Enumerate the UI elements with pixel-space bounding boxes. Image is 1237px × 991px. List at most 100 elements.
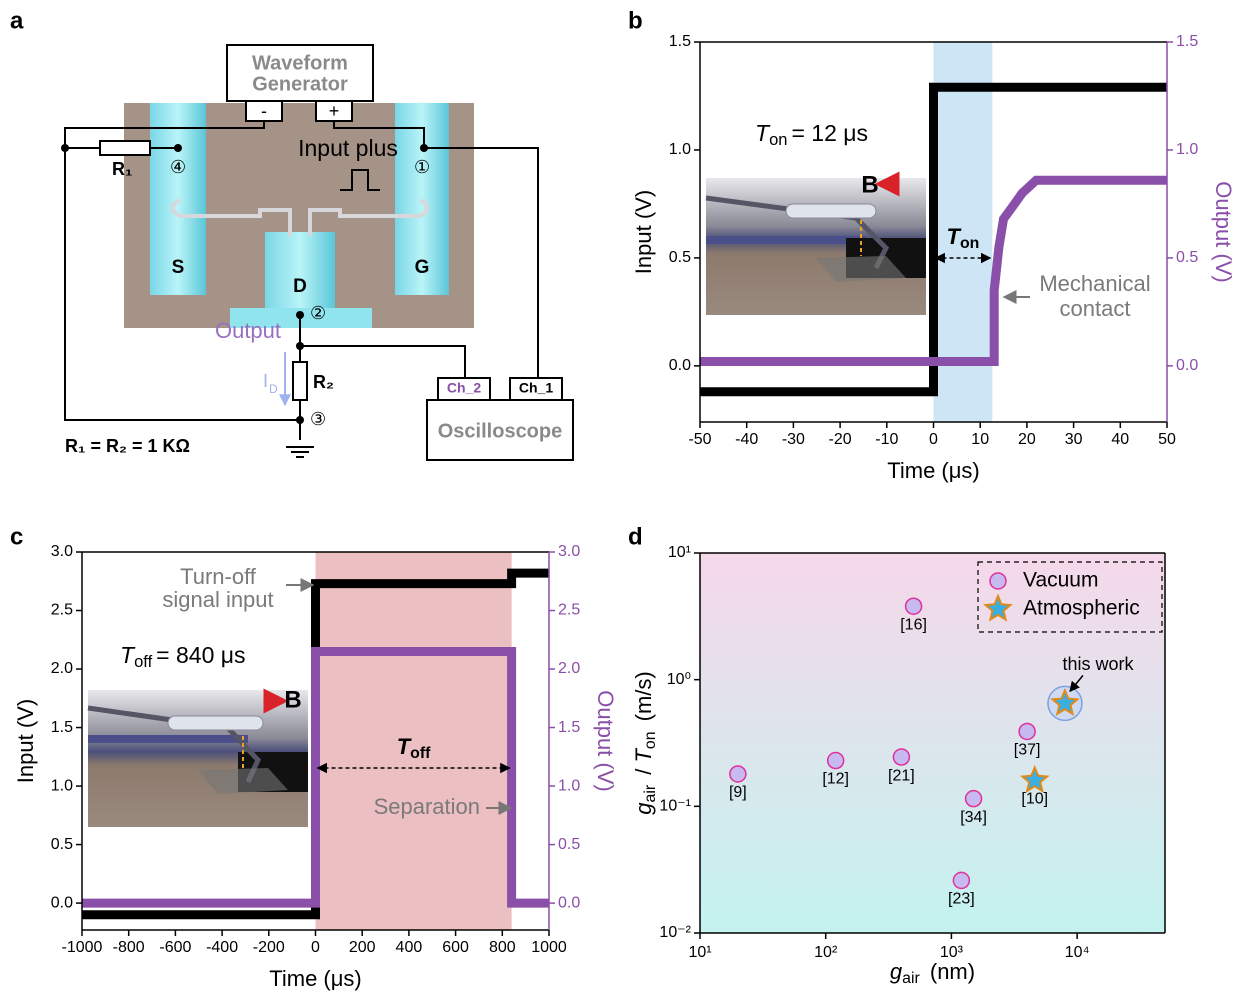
panel-label: b xyxy=(628,7,643,34)
current-label: D xyxy=(269,382,278,396)
y2-tick-label: 0.5 xyxy=(1176,249,1198,266)
point-label: [34] xyxy=(960,809,987,826)
point-label: [16] xyxy=(900,616,927,633)
node xyxy=(420,144,428,152)
timing-label-part: = 840 μs xyxy=(156,642,245,668)
channel-label: Ch_1 xyxy=(519,380,553,396)
point-label: [12] xyxy=(822,771,849,788)
electrode-label: G xyxy=(415,257,430,278)
data-point xyxy=(953,872,969,888)
x-tick-label: 20 xyxy=(1018,431,1036,448)
y2-tick-label: 1.0 xyxy=(558,777,580,794)
x-axis-label-part: g xyxy=(890,959,903,984)
y-axis-label: Input (V) xyxy=(631,190,656,274)
r1-label: R₁ xyxy=(112,159,132,179)
y-tick-label: 10⁻¹ xyxy=(659,798,691,815)
x-axis-label: Time (μs) xyxy=(269,966,362,991)
x-tick-label: -1000 xyxy=(62,939,103,956)
point-label: [21] xyxy=(888,767,915,784)
y-tick-label: 2.5 xyxy=(51,602,73,619)
legend-label: Atmospheric xyxy=(1023,597,1140,620)
generator-label: Waveform xyxy=(252,52,348,74)
span-label-part: off xyxy=(410,745,431,762)
terminal-label: - xyxy=(261,101,267,121)
x-tick-label: 10¹ xyxy=(688,944,711,961)
x-tick-label: -800 xyxy=(113,939,145,956)
data-point xyxy=(1019,723,1035,739)
x-tick-label: 10² xyxy=(814,944,838,961)
electrode-label: D xyxy=(293,276,307,297)
y2-tick-label: 0.0 xyxy=(1176,357,1198,374)
annotation: Turn-off xyxy=(180,564,257,589)
y-axis-label-part: on xyxy=(642,731,659,749)
y2-tick-label: 1.5 xyxy=(558,719,580,736)
timing-label: Toff= 840 μs xyxy=(120,642,246,671)
y-axis-label: gair / Ton (m/s) xyxy=(631,671,659,814)
r2-label: R₂ xyxy=(313,372,334,392)
y-tick-label: 0.5 xyxy=(669,249,691,266)
field-label: B xyxy=(861,171,878,198)
annotation: signal input xyxy=(162,587,273,612)
y-tick-label: 0.0 xyxy=(51,894,73,911)
circuit-diagram: Waveform Generator - + R₁ ④ Input plus ①… xyxy=(61,45,573,460)
field-label: B xyxy=(284,686,301,713)
inset-photo xyxy=(706,178,926,315)
timing-label: Ton= 12 μs xyxy=(755,120,868,149)
node xyxy=(61,144,69,152)
x-tick-label: 0 xyxy=(929,431,938,448)
shaded-region xyxy=(316,552,512,930)
generator-label: Generator xyxy=(252,73,348,95)
y-tick-label: 1.5 xyxy=(51,719,73,736)
node xyxy=(296,311,304,319)
x-tick-label: 40 xyxy=(1111,431,1129,448)
annotation: contact xyxy=(1060,296,1131,321)
resistor xyxy=(100,141,150,155)
y-tick-label: 0.5 xyxy=(51,836,73,853)
x-tick-label: -200 xyxy=(253,939,285,956)
resistor xyxy=(293,362,307,400)
electrode-label: S xyxy=(172,257,185,278)
x-axis-label-part: (nm) xyxy=(924,959,975,984)
equation: R₁ = R₂ = 1 KΩ xyxy=(65,436,190,456)
data-point xyxy=(828,753,844,769)
panel-label: a xyxy=(10,7,24,34)
legend-label: Vacuum xyxy=(1023,569,1098,592)
y-tick-label: 3.0 xyxy=(51,543,73,560)
y-tick-label: 10⁰ xyxy=(667,671,691,688)
current-label: I xyxy=(263,371,268,391)
timing-label-part: on xyxy=(769,130,787,149)
y-axis-label: Input (V) xyxy=(13,699,38,783)
x-tick-label: -50 xyxy=(688,431,711,448)
point-label: [37] xyxy=(1014,742,1041,759)
y-tick-label: 2.0 xyxy=(51,660,73,677)
node xyxy=(296,342,304,350)
y2-tick-label: 0.0 xyxy=(558,894,580,911)
x-tick-label: -400 xyxy=(206,939,238,956)
x-tick-label: 50 xyxy=(1158,431,1176,448)
y2-tick-label: 2.5 xyxy=(558,602,580,619)
panel-label: d xyxy=(628,523,643,550)
node-label: ④ xyxy=(170,157,186,178)
y-tick-label: 10⁻² xyxy=(659,924,691,941)
y2-axis-label: Output (V) xyxy=(1211,181,1236,282)
node-label: ① xyxy=(414,157,430,178)
output-label: Output xyxy=(215,318,281,343)
annotation: this work xyxy=(1062,654,1134,674)
drain-electrode xyxy=(265,232,335,312)
figure: Waveform Generator - + R₁ ④ Input plus ①… xyxy=(0,0,1237,991)
terminal-label: + xyxy=(329,101,340,121)
x-tick-label: 400 xyxy=(396,939,423,956)
node-label: ③ xyxy=(310,409,326,430)
x-axis-label: Time (μs) xyxy=(887,458,980,483)
y2-tick-label: 2.0 xyxy=(558,660,580,677)
oscilloscope-label: Oscilloscope xyxy=(438,420,563,442)
point-label: [10] xyxy=(1021,791,1048,808)
x-tick-label: -40 xyxy=(735,431,758,448)
x-tick-label: 10⁴ xyxy=(1065,944,1090,961)
y2-tick-label: 0.5 xyxy=(558,836,580,853)
timing-label-part: off xyxy=(134,652,153,671)
node xyxy=(296,416,304,424)
x-tick-label: 0 xyxy=(311,939,320,956)
input-label: Input plus xyxy=(298,135,398,161)
data-point xyxy=(730,766,746,782)
